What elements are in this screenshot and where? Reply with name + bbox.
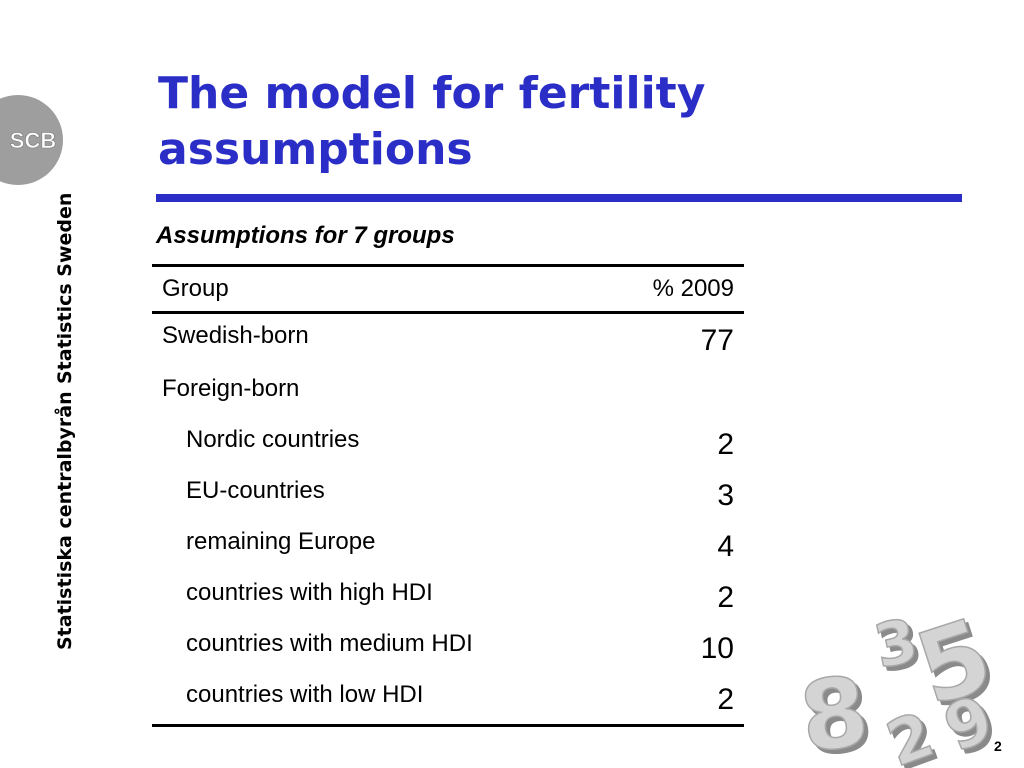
row-label: Swedish-born [162,322,309,349]
row-label: countries with high HDI [186,579,433,606]
assumptions-table: Group % 2009 Swedish-born 77 Foreign-bor… [152,264,744,727]
slide-title: The model for fertility assumptions [158,68,706,175]
row-value: 2 [717,428,734,461]
row-value: 77 [700,324,734,357]
row-label: Foreign-born [162,375,300,402]
table-row: Foreign-born [152,367,744,418]
row-label: countries with medium HDI [186,630,473,657]
row-value: 3 [717,479,734,512]
row-value: 2 [717,581,734,614]
row-value: 2 [717,683,734,716]
row-label: Nordic countries [186,426,360,453]
table-subtitle: Assumptions for 7 groups [156,222,455,249]
table-row: countries with high HDI 2 [152,571,744,622]
decorative-numbers-graphic: 8 3 5 2 9 [796,598,1006,768]
header-group: Group [162,275,229,302]
header-percent: % 2009 [652,275,734,302]
org-name-en: Statistics Sweden [54,192,76,384]
table-row: EU-countries 3 [152,469,744,520]
table-header: Group % 2009 [152,267,744,314]
row-label: remaining Europe [186,528,376,555]
org-name-sv: Statistiska centralbyrån [54,391,76,650]
table-row: remaining Europe 4 [152,520,744,571]
table-row: countries with medium HDI 10 [152,622,744,673]
scb-logo: SCB [0,95,63,185]
page-number: 2 [994,738,1002,754]
title-underline [156,194,962,202]
deco-digit: 8 [796,655,875,768]
table-row: Nordic countries 2 [152,418,744,469]
row-value: 10 [700,632,734,665]
row-value: 4 [717,530,734,563]
row-label: countries with low HDI [186,681,424,708]
row-label: EU-countries [186,477,325,504]
table-row: countries with low HDI 2 [152,673,744,724]
scb-logo-text: SCB [10,128,56,153]
table-row: Swedish-born 77 [152,314,744,367]
